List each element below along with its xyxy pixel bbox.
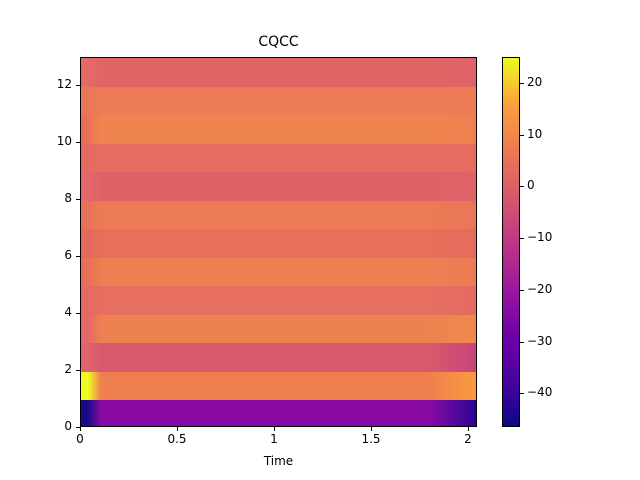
- x-tick: [371, 427, 372, 431]
- heatmap-row: [81, 285, 476, 315]
- y-tick: [76, 85, 80, 87]
- colorbar-tick: [520, 341, 524, 343]
- heatmap-row: [81, 200, 476, 230]
- x-tick-label: 1: [270, 432, 278, 446]
- x-tick: [468, 427, 469, 431]
- x-axis-label: Time: [263, 454, 294, 468]
- colorbar: [502, 57, 520, 427]
- colorbar-tick-label: −20: [527, 281, 553, 296]
- heatmap-plot-area: [80, 57, 477, 427]
- heatmap-row: [81, 257, 476, 287]
- x-tick: [80, 427, 81, 431]
- y-tick: [76, 142, 80, 144]
- colorbar-tick-label: 20: [527, 74, 543, 89]
- colorbar-tick-label: −10: [527, 230, 553, 245]
- y-tick-label: 10: [56, 134, 72, 149]
- x-tick-label: 0: [76, 432, 84, 446]
- y-tick: [76, 199, 80, 201]
- y-tick-label: 4: [64, 305, 72, 320]
- heatmap-row: [81, 86, 476, 116]
- colorbar-tick-label: −30: [527, 333, 553, 348]
- colorbar-tick: [520, 134, 524, 136]
- heatmap-row: [81, 114, 476, 144]
- colorbar-tick: [520, 393, 524, 395]
- colorbar-tick-label: 0: [527, 178, 535, 193]
- y-tick: [76, 370, 80, 372]
- x-tick-label: 0.5: [167, 432, 187, 446]
- y-tick-label: 6: [64, 248, 72, 263]
- heatmap-row: [81, 143, 476, 173]
- heatmap-row: [81, 371, 476, 401]
- heatmap-row: [81, 228, 476, 258]
- x-tick-label: 1.5: [361, 432, 381, 446]
- heatmap-row: [81, 58, 476, 87]
- colorbar-tick-label: −40: [527, 385, 553, 400]
- x-tick: [177, 427, 178, 431]
- heatmap-row: [81, 171, 476, 201]
- colorbar-tick: [520, 289, 524, 291]
- y-tick-label: 2: [64, 362, 72, 377]
- y-tick: [76, 427, 80, 428]
- heatmap-row: [81, 342, 476, 372]
- y-tick-label: 8: [64, 191, 72, 206]
- y-tick-label: 0: [64, 419, 72, 433]
- x-tick: [274, 427, 275, 431]
- chart-title: CQCC: [258, 34, 299, 50]
- colorbar-tick: [520, 238, 524, 240]
- y-tick-label: 12: [56, 77, 72, 92]
- heatmap-row: [81, 399, 476, 426]
- y-tick: [76, 313, 80, 315]
- colorbar-tick-label: 10: [527, 126, 543, 141]
- colorbar-tick: [520, 82, 524, 84]
- x-tick-label: 2: [464, 432, 472, 446]
- y-tick: [76, 256, 80, 258]
- colorbar-tick: [520, 186, 524, 188]
- heatmap-row: [81, 314, 476, 344]
